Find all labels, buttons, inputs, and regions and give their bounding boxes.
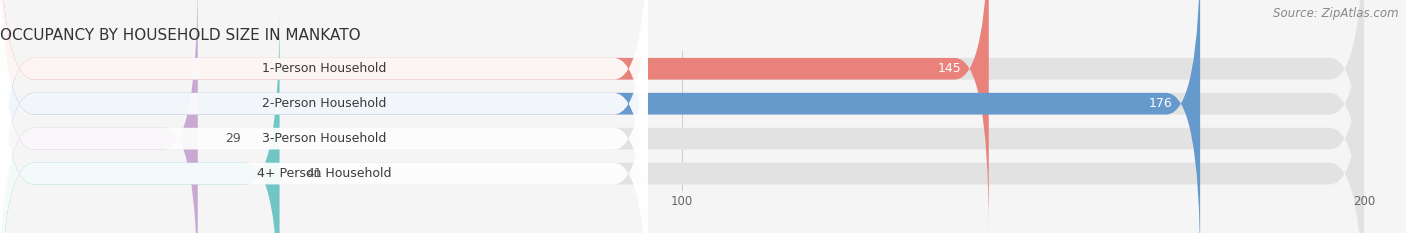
FancyBboxPatch shape [0,0,648,233]
Text: Source: ZipAtlas.com: Source: ZipAtlas.com [1274,7,1399,20]
FancyBboxPatch shape [0,10,648,233]
Text: OCCUPANCY BY HOUSEHOLD SIZE IN MANKATO: OCCUPANCY BY HOUSEHOLD SIZE IN MANKATO [0,28,360,43]
FancyBboxPatch shape [0,0,988,233]
Text: 29: 29 [225,132,240,145]
FancyBboxPatch shape [0,0,198,233]
FancyBboxPatch shape [0,0,1364,233]
FancyBboxPatch shape [0,0,1364,233]
FancyBboxPatch shape [0,10,280,233]
FancyBboxPatch shape [0,10,1364,233]
Text: 3-Person Household: 3-Person Household [262,132,387,145]
Text: 4+ Person Household: 4+ Person Household [257,167,391,180]
FancyBboxPatch shape [0,0,648,233]
Text: 176: 176 [1149,97,1173,110]
Text: 145: 145 [938,62,962,75]
Text: 41: 41 [307,167,322,180]
FancyBboxPatch shape [0,0,648,233]
FancyBboxPatch shape [0,0,1364,233]
FancyBboxPatch shape [0,0,1201,233]
Text: 1-Person Household: 1-Person Household [262,62,387,75]
Text: 2-Person Household: 2-Person Household [262,97,387,110]
